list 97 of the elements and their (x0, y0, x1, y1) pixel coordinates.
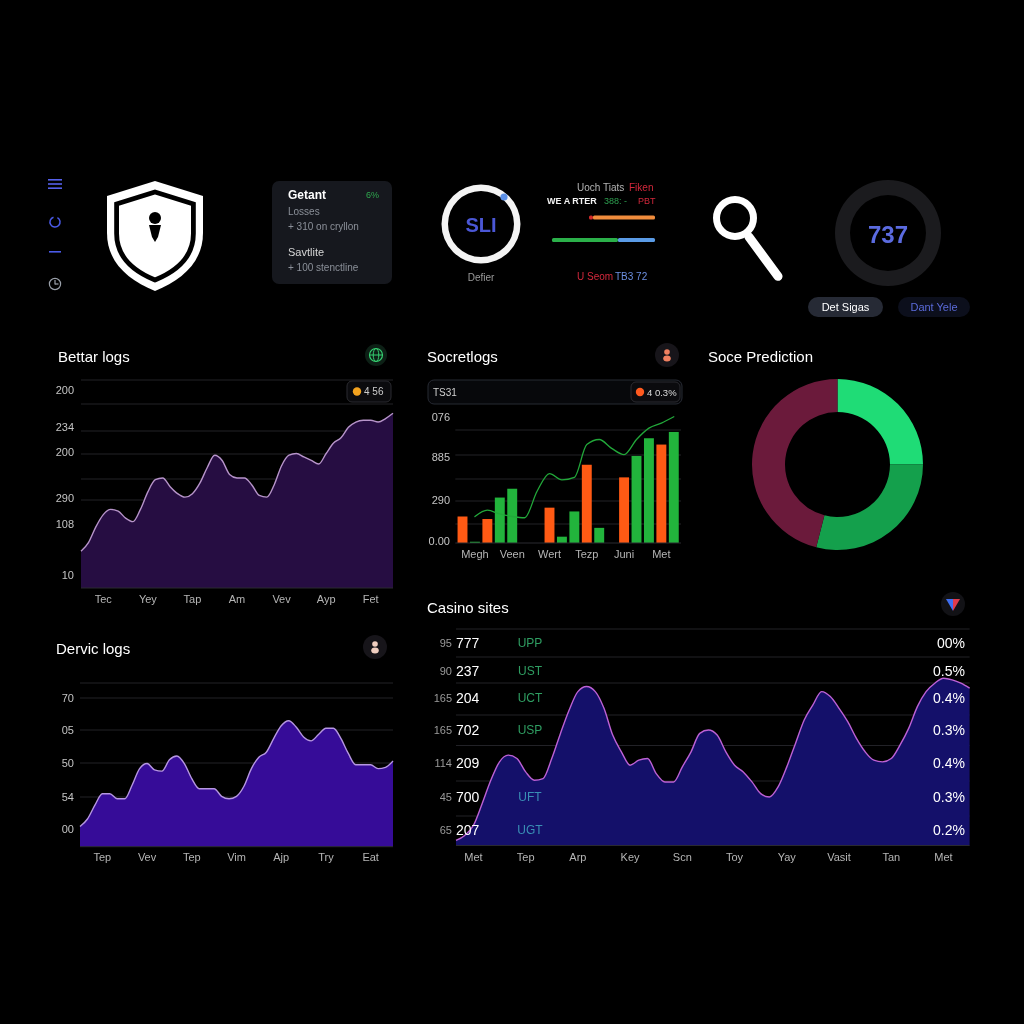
text: 6% (366, 190, 380, 200)
x-tick-label: Vev (272, 593, 292, 605)
text: 4 0.3% (647, 386, 678, 398)
x-tick-label: Tep (516, 851, 535, 863)
text: 737 (867, 220, 909, 248)
text: UPP (517, 636, 543, 650)
x-tick-label: Eat (362, 851, 379, 863)
text: 290 (431, 494, 450, 506)
text: 165 (433, 692, 452, 704)
text: UST (518, 664, 543, 678)
text: 00% (936, 635, 965, 651)
text: 200 (55, 446, 74, 458)
x-tick-label: Key (620, 851, 641, 863)
x-tick-label: Veen (499, 548, 525, 560)
text: 95 (439, 637, 452, 649)
text: SLI (465, 214, 497, 236)
text: + 310 on cryllon (288, 220, 359, 232)
text: 4 56 (364, 386, 384, 397)
x-tick-label: Tan (882, 851, 901, 863)
x-tick-label: Am (228, 593, 246, 605)
text: TB3 72 (615, 270, 648, 282)
text: Det Sigas (821, 301, 870, 313)
text: 234 (55, 420, 74, 433)
text: 70 (61, 692, 74, 704)
x-tick-label: Yay (777, 851, 797, 863)
x-tick-label: Ayp (316, 593, 336, 605)
x-tick-label: Tep (182, 851, 201, 863)
x-tick-label: Vasit (827, 851, 851, 863)
annotation: 0.3% (933, 789, 965, 805)
x-tick-label: Megh (461, 548, 489, 560)
x-tick-label: Vev (137, 851, 157, 863)
text: 54 (61, 791, 74, 803)
text: 50 (61, 757, 74, 769)
annotation: 204 (456, 690, 480, 706)
x-tick-label: Try (318, 851, 335, 863)
x-tick-label: Tezp (575, 548, 599, 560)
chart-title: Dervic logs (56, 639, 131, 657)
text: Savtlite (288, 246, 325, 258)
annotation: 702 (456, 722, 480, 738)
x-tick-label: Met (652, 548, 671, 560)
annotation: 0.3% (933, 722, 965, 738)
x-tick-label: Yey (138, 593, 158, 605)
annotation: 0.2% (933, 822, 965, 838)
text: Fiken (629, 181, 654, 193)
text: 45 (439, 791, 452, 803)
x-tick-label: Tap (183, 593, 202, 605)
text: 165 (433, 724, 452, 736)
chart-title: Soce Prediction (708, 347, 814, 365)
x-tick-label: Fet (362, 593, 379, 605)
x-tick-label: Arp (569, 851, 587, 863)
x-tick-label: Vim (227, 851, 246, 863)
annotation: UFT (518, 790, 543, 804)
text: 05 (61, 724, 74, 736)
text: Defier (467, 271, 495, 283)
text: 290 (55, 492, 74, 504)
text: TS31 (433, 386, 458, 398)
x-tick-label: Juni (613, 548, 635, 560)
text: Losses (288, 205, 320, 217)
annotation: 237 (456, 663, 480, 679)
text: + 100 stenctline (288, 261, 359, 273)
text: PBT (638, 196, 657, 206)
annotation: UCT (517, 691, 543, 705)
text: 65 (439, 824, 452, 836)
chart-title: Socretlogs (427, 347, 498, 365)
x-tick-label: Met (464, 851, 483, 863)
text: Dant Yele (910, 301, 958, 313)
annotation: 0.4% (933, 755, 965, 771)
x-tick-label: Tec (94, 593, 113, 605)
text: 114 (434, 757, 452, 769)
text: 777 (456, 635, 480, 651)
chart-title: Bettar logs (58, 347, 130, 365)
chart-title: Casino sites (427, 598, 509, 616)
text: 10 (61, 569, 74, 581)
x-tick-label: Toy (726, 851, 744, 863)
annotation: 0.5% (933, 663, 965, 679)
text: 90 (439, 665, 452, 677)
text: 00 (61, 823, 74, 835)
text: 885 (431, 451, 450, 463)
text: U Seom (577, 270, 614, 282)
x-tick-label: Tep (93, 851, 112, 863)
text: Getant (288, 188, 327, 202)
text: 0.00 (428, 535, 450, 547)
annotation: USP (517, 723, 543, 737)
text: 200 (55, 384, 74, 396)
x-tick-label: Scn (672, 851, 692, 863)
text: 108 (55, 518, 74, 530)
x-tick-label: Ajp (273, 851, 290, 863)
text: Uoch Tiats (577, 181, 625, 193)
annotation: 700 (456, 789, 480, 805)
x-tick-label: Met (934, 851, 953, 863)
annotation: 0.4% (933, 690, 965, 706)
text: 388: - (604, 196, 628, 206)
text: 076 (431, 410, 450, 423)
annotation: UGT (517, 823, 544, 837)
annotation: 209 (456, 755, 480, 771)
x-tick-label: Wert (537, 548, 562, 560)
text: WE A RTER (547, 196, 598, 206)
